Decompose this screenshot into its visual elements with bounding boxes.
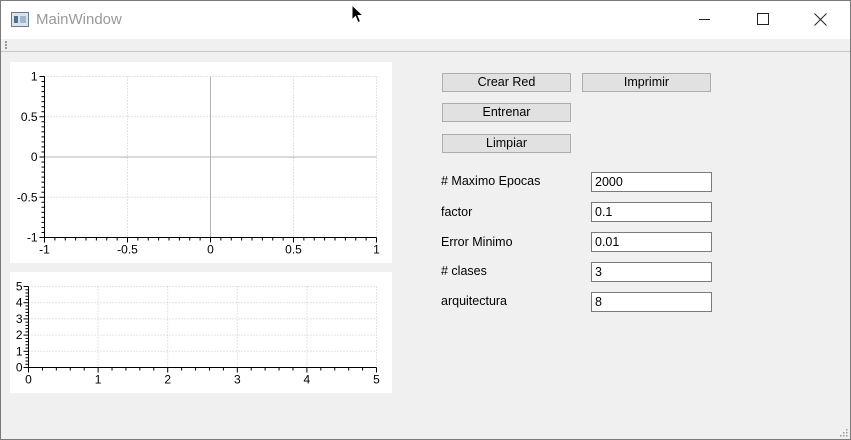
plot-bottom-x-tick-label: 1	[95, 373, 102, 387]
plot-bottom-y-tick-label: 0	[16, 361, 23, 375]
plot-top-x-tick-label: -0.5	[117, 243, 138, 257]
close-icon	[814, 13, 827, 26]
error-minimo-label: Error Minimo	[441, 235, 513, 249]
plot-bottom-x-tick-label: 4	[304, 373, 311, 387]
plot-top-y-tick-label: 0	[31, 150, 38, 164]
arquitectura-input[interactable]	[591, 292, 712, 312]
plot-top-panel: -1 -0.5 0 0.5 1 1 0.5 0 -0.5 -1	[10, 62, 392, 263]
title-bar[interactable]: MainWindow	[1, 1, 850, 39]
close-button[interactable]	[791, 1, 849, 39]
plot-bottom-y-tick-label: 1	[16, 344, 23, 358]
mouse-cursor-icon	[351, 4, 365, 24]
plot-bottom-y-tick-label: 4	[16, 296, 23, 310]
maximize-button[interactable]	[733, 1, 791, 39]
app-window-icon	[11, 12, 29, 27]
plot-bottom-y-tick-label: 3	[16, 312, 23, 326]
window-title: MainWindow	[36, 11, 122, 28]
crear-red-button[interactable]: Crear Red	[442, 73, 571, 92]
minimize-button[interactable]	[675, 1, 733, 39]
plot-bottom-x-tick-label: 3	[234, 373, 241, 387]
toolbar-grip-handle[interactable]	[5, 41, 9, 49]
plot-bottom-panel: 0 1 2 3 4 5 5 4 3 2 1 0	[10, 272, 392, 393]
factor-label: factor	[441, 205, 473, 219]
entrenar-button[interactable]: Entrenar	[442, 103, 571, 122]
factor-input[interactable]	[591, 202, 712, 222]
plot-top-y-tick-label: 1	[31, 70, 38, 84]
max-epocas-label: # Maximo Epocas	[441, 174, 541, 188]
plot-bottom-x-tick-label: 0	[25, 373, 32, 387]
plot-top-x-tick-label: 1	[373, 243, 380, 257]
plot-top-x-tick-label: 0	[207, 243, 214, 257]
plot-top-y-tick-label: 0.5	[21, 110, 38, 124]
resize-grip-icon[interactable]	[839, 428, 848, 437]
plot-bottom-y-tick-label: 5	[16, 280, 23, 294]
plot-top-x-tick-label: 0.5	[285, 243, 302, 257]
toolbar-area	[1, 39, 850, 52]
max-epocas-input[interactable]	[591, 172, 712, 192]
plot-bottom-x-tick-label: 2	[164, 373, 171, 387]
plot-bottom-x-tick-label: 5	[373, 373, 380, 387]
clases-label: # clases	[441, 264, 487, 278]
imprimir-button[interactable]: Imprimir	[582, 73, 711, 92]
plot-top-y-tick-label: -1	[27, 231, 38, 245]
error-minimo-input[interactable]	[591, 232, 712, 252]
plot-bottom-y-tick-label: 2	[16, 328, 23, 342]
limpiar-button[interactable]: Limpiar	[442, 134, 571, 153]
clases-input[interactable]	[591, 262, 712, 282]
plot-top-canvas: -1 -0.5 0 0.5 1 1 0.5 0 -0.5 -1	[17, 70, 380, 257]
plot-top-y-tick-label: -0.5	[17, 190, 38, 204]
arquitectura-label: arquitectura	[441, 294, 508, 308]
plot-bottom-canvas: 0 1 2 3 4 5 5 4 3 2 1 0	[16, 280, 380, 387]
plot-top-x-tick-label: -1	[39, 243, 50, 257]
